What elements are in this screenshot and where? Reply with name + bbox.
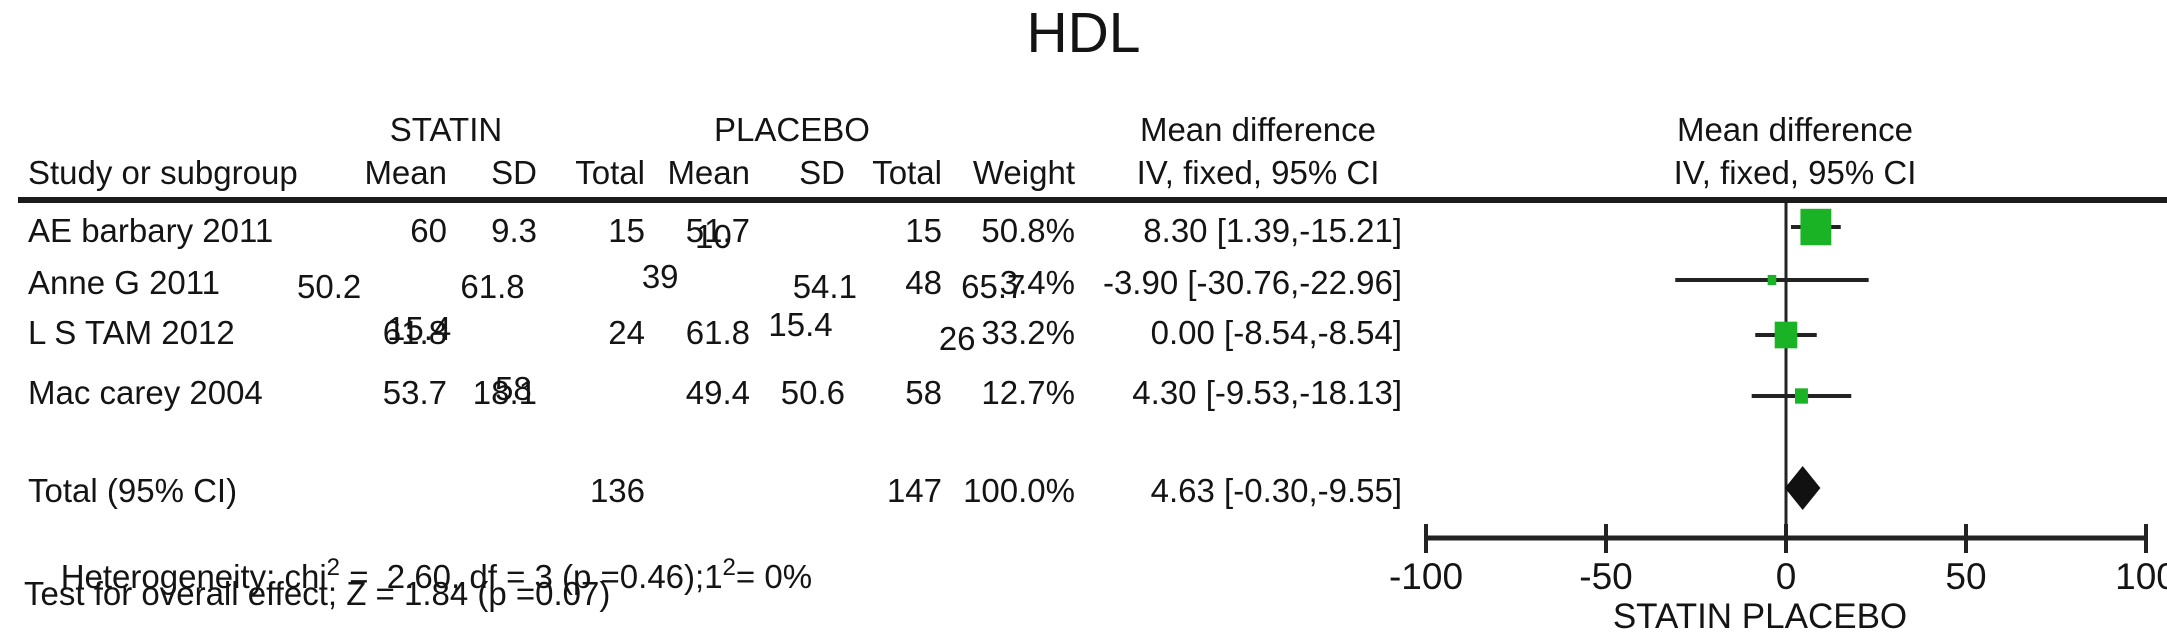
group-header-statin: STATIN	[389, 111, 503, 148]
placebo-total: 15	[905, 212, 942, 249]
heterogeneity-text: = 0%	[735, 558, 813, 595]
axis-tick-label: -100	[1389, 556, 1463, 597]
heterogeneity-stats: Heterogeneity: chi2 = 2.60, df = 3 (p =0…	[24, 520, 812, 634]
group-header-placebo: PLACEBO	[714, 111, 870, 148]
mean-difference-ci: -3.90 [-30.76,-22.96]	[1102, 264, 1402, 301]
mean-difference-ci: 8.30 [1.39,-15.21]	[1143, 212, 1402, 249]
statin-mean: 60	[410, 212, 447, 249]
md-header-2-line1: Mean difference	[1676, 111, 1914, 148]
col-header-statin-mean: Mean	[364, 154, 447, 191]
table-row: AE barbary 2011 60 9.3 15 51.7 10 15 50.…	[0, 212, 2167, 255]
axis-tick-label: -50	[1579, 556, 1632, 597]
placebo-sd: 10	[695, 218, 732, 255]
weight: 12.7%	[981, 374, 1075, 411]
placebo-mean: 61.8	[685, 314, 750, 351]
col-header-study: Study or subgroup	[28, 154, 298, 191]
page-title: HDL	[1026, 1, 1141, 65]
study-name: L S TAM 2012	[28, 314, 235, 351]
mean-difference-ci: 4.30 [-9.53,-18.13]	[1132, 374, 1402, 411]
statin-sd: 61.8	[460, 268, 525, 305]
statin-sd: 15.4	[387, 310, 452, 347]
placebo-total: 26	[938, 320, 976, 357]
weight: 50.8%	[981, 212, 1075, 249]
chi-squared-superscript: 2	[326, 554, 341, 581]
placebo-sd: 15.4	[768, 306, 833, 343]
statin-grand-total: 136	[589, 472, 645, 509]
placebo-sd: 65.7	[961, 268, 1026, 305]
effect-square	[1767, 274, 1777, 286]
col-header-placebo-total: Total	[872, 154, 942, 191]
study-name: AE barbary 2011	[28, 212, 274, 249]
axis-tick-label: 50	[1945, 556, 1986, 597]
statin-mean: 53.7	[382, 374, 447, 411]
statin-sd: 18.1	[472, 374, 537, 411]
col-header-statin-total: Total	[575, 154, 645, 191]
placebo-mean: 54.1	[792, 268, 857, 305]
i-squared-superscript: 2	[722, 554, 736, 581]
placebo-mean: 51.7	[685, 212, 750, 249]
effect-square	[1774, 321, 1798, 349]
col-header-weight: Weight	[972, 154, 1075, 191]
col-header-placebo-mean: Mean	[667, 154, 750, 191]
statin-total: 24	[608, 314, 645, 351]
total-label: Total (95% CI)	[28, 472, 238, 509]
heterogeneity-text: Heterogeneity: chi	[60, 558, 327, 595]
placebo-total: 58	[905, 374, 942, 411]
md-header-1-line2: IV, fixed, 95% CI	[1136, 154, 1380, 191]
axis-label: STATIN PLACEBO	[1613, 597, 1907, 636]
effect-square	[1800, 208, 1832, 246]
md-header-1-line1: Mean difference	[1139, 111, 1377, 148]
study-name: Mac carey 2004	[28, 374, 263, 411]
col-header-statin-sd: SD	[491, 154, 537, 191]
statin-total: 58	[495, 370, 532, 407]
study-name: Anne G 2011	[28, 264, 221, 301]
statin-total: 15	[608, 212, 645, 249]
mean-difference-ci: 0.00 [-8.54,-8.54]	[1150, 314, 1402, 351]
placebo-mean: 49.4	[685, 374, 750, 411]
total-weight: 100.0%	[963, 472, 1075, 509]
table-row: L S TAM 2012 61.8 15.4 24 61.8 15.4 26 3…	[0, 306, 2167, 357]
statin-mean: 50.2	[297, 268, 362, 305]
summary-diamond	[1784, 466, 1821, 510]
heterogeneity-text: = 2.60, df = 3 (p =0.46);1	[340, 558, 723, 595]
placebo-total: 48	[905, 264, 942, 301]
statin-total: 39	[641, 258, 679, 295]
weight: 33.2%	[981, 314, 1075, 351]
md-header-2-line2: IV, fixed, 95% CI	[1673, 154, 1917, 191]
placebo-sd: 50.6	[780, 374, 845, 411]
effect-square	[1794, 388, 1808, 404]
axis-tick-label: 100	[2115, 556, 2167, 597]
statin-mean: 61.8	[382, 314, 447, 351]
total-row: Total (95% CI) 136 147 100.0% 4.63 [-0.3…	[0, 472, 2167, 512]
table-row: Anne G 2011 50.2 61.8 39 54.1 65.7 48 3.…	[0, 258, 2167, 305]
col-header-placebo-sd: SD	[799, 154, 845, 191]
header-rule	[18, 197, 2167, 203]
overall-effect-test: Test for overall effect; Z = 1.84 (p =0.…	[24, 575, 611, 612]
axis-tick-label: 0	[1776, 556, 1797, 597]
table-row: Mac carey 2004 53.7 18.1 58 49.4 50.6 58…	[0, 370, 2167, 414]
placebo-grand-total: 147	[886, 472, 942, 509]
table-header-groups: STATIN PLACEBO Mean difference Mean diff…	[0, 111, 2167, 151]
statin-sd: 9.3	[491, 212, 537, 249]
table-header-columns: Study or subgroup Mean SD Total Mean SD …	[0, 154, 2167, 194]
total-mean-difference-ci: 4.63 [-0.30,-9.55]	[1150, 472, 1402, 509]
weight: 3.4%	[999, 264, 1075, 301]
